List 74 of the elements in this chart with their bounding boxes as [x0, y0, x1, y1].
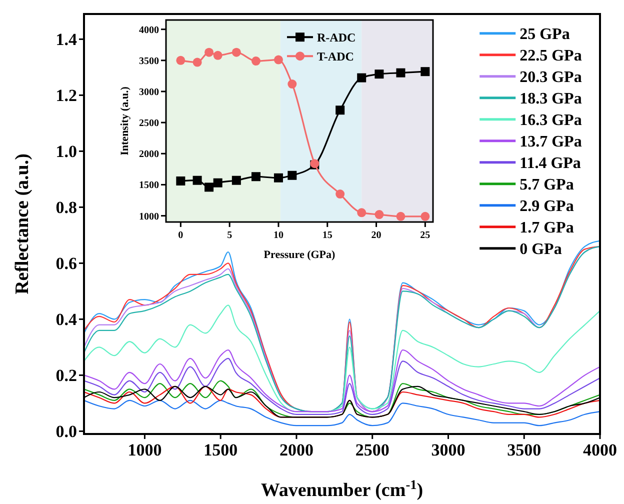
x-tick-label: 15 — [322, 230, 332, 241]
x-tick-label: 20 — [371, 230, 382, 241]
legend-label: T-ADC — [317, 49, 354, 64]
y-axis-title: Reflectance (a.u.) — [12, 154, 33, 294]
y-tick-label: 0.8 — [56, 198, 77, 218]
x-axis-title: Wavenumber (cm$^{-1}$) — [260, 476, 424, 501]
x-tick-label: 0 — [178, 230, 184, 241]
x-tick-label: 3000 — [431, 440, 466, 460]
x-tick-label: 10 — [273, 230, 284, 241]
point — [204, 48, 214, 57]
y-tick-label: 0.4 — [56, 310, 78, 330]
y-tick-label: 1500 — [139, 180, 159, 192]
legend-label: 13.7 GPa — [520, 133, 582, 150]
point — [357, 208, 366, 218]
x-axis-title: Pressure (GPa) — [264, 249, 336, 261]
point — [192, 58, 202, 67]
x-tick-label: 25 — [420, 230, 430, 241]
point — [288, 80, 297, 89]
point — [396, 212, 406, 221]
x-tick-label: 3500 — [507, 440, 542, 460]
legend-label: 16.3 GPa — [520, 112, 582, 129]
point — [420, 67, 430, 76]
point — [176, 176, 186, 186]
legend-label: 18.3 GPa — [520, 90, 582, 108]
legend-label: 1.7 GPa — [520, 219, 574, 236]
legend-label: 22.5 GPa — [520, 47, 582, 64]
y-tick-label: 1.2 — [56, 86, 77, 106]
legend-label: 20.3 GPa — [520, 68, 582, 86]
point — [288, 170, 297, 180]
point — [274, 55, 283, 64]
x-tick-label: 2000 — [279, 440, 314, 460]
line-series — [84, 358, 600, 415]
point — [213, 50, 222, 60]
point — [336, 190, 345, 199]
point — [232, 48, 241, 57]
point — [374, 70, 384, 79]
point — [192, 176, 202, 185]
point — [251, 56, 260, 66]
point — [274, 173, 283, 182]
point — [213, 178, 222, 188]
point — [420, 212, 430, 221]
point — [251, 172, 260, 182]
y-tick-label: 4000 — [139, 24, 159, 36]
point — [176, 56, 186, 65]
y-tick-label: 0.2 — [56, 366, 77, 386]
legend-label: 0 GPa — [520, 240, 562, 258]
legend-label: 5.7 GPa — [520, 176, 574, 194]
line-series — [84, 400, 600, 426]
point — [374, 210, 384, 220]
y-tick-label: 0.6 — [56, 254, 77, 274]
y-tick-label: 2500 — [139, 118, 159, 130]
legend-label: 25 GPa — [520, 26, 570, 43]
point — [336, 106, 345, 115]
x-tick-label: 5 — [227, 230, 232, 241]
x-tick-label: 4000 — [583, 440, 617, 460]
point — [357, 73, 366, 82]
y-tick-label: 1.4 — [56, 30, 78, 50]
point — [396, 68, 406, 78]
y-tick-label: 1.0 — [56, 142, 77, 162]
legend-label: R-ADC — [317, 30, 356, 44]
y-tick-label: 3500 — [139, 56, 159, 67]
legend-label: 2.9 GPa — [520, 198, 574, 215]
y-tick-label: 2000 — [139, 149, 159, 160]
legend-label: 11.4 GPa — [520, 154, 581, 172]
y-tick-label: 3000 — [139, 86, 159, 98]
line-series — [84, 304, 600, 412]
y-axis-title: Intensity (a.u.) — [119, 86, 131, 156]
line-series — [84, 349, 600, 412]
x-tick-label: 2500 — [355, 440, 390, 460]
x-tick-label: 1500 — [204, 440, 238, 460]
y-tick-label: 1000 — [139, 211, 159, 222]
point — [232, 176, 241, 185]
y-tick-label: 0.0 — [56, 422, 77, 442]
point — [204, 182, 214, 192]
